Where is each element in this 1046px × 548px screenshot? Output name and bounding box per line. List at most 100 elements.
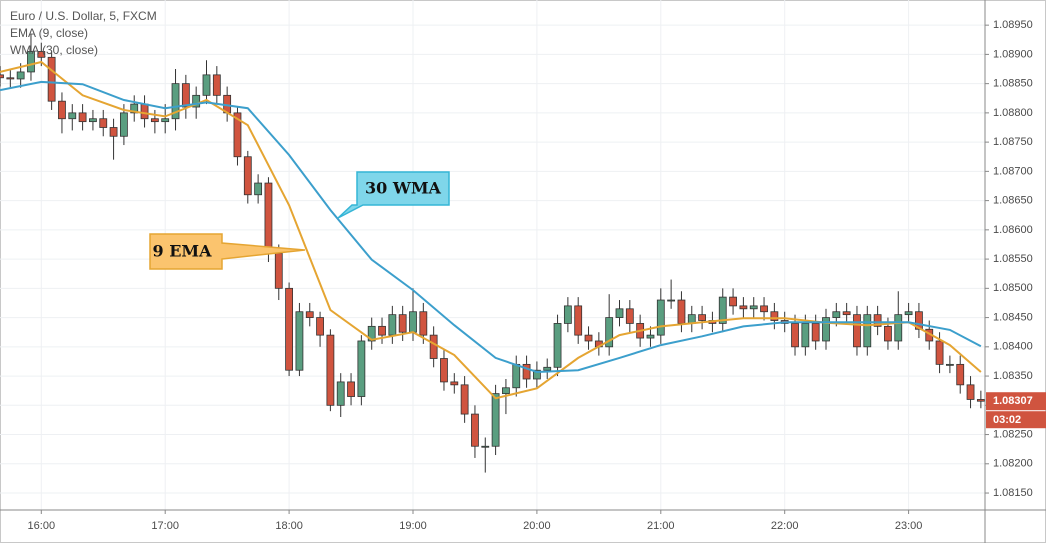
y-tick-label: 1.08200 xyxy=(993,458,1033,470)
candle-body xyxy=(171,83,180,120)
candle-body xyxy=(667,299,676,302)
y-tick-label: 1.08350 xyxy=(993,370,1033,382)
x-tick-label: 20:00 xyxy=(523,520,551,532)
candle-body xyxy=(140,103,149,120)
candle-body xyxy=(677,299,686,324)
candle-body xyxy=(336,381,345,406)
candle-body xyxy=(491,393,500,447)
y-tick-label: 1.08750 xyxy=(993,136,1033,148)
candle-body xyxy=(347,381,355,397)
x-tick-label: 21:00 xyxy=(647,520,675,532)
candle-body xyxy=(47,56,56,102)
candle-body xyxy=(109,127,118,137)
candle-body xyxy=(615,308,624,318)
candle-body xyxy=(326,334,335,406)
candle-body xyxy=(801,323,810,348)
candle-body xyxy=(409,311,417,333)
legend-title: Euro / U.S. Dollar, 5, FXCM xyxy=(10,9,157,23)
candle-body xyxy=(181,83,190,108)
candle-body xyxy=(305,311,314,318)
candle-body xyxy=(894,314,903,342)
candle-body xyxy=(915,311,923,330)
candle-body xyxy=(605,317,614,348)
wma-callout-text: 30 WMA xyxy=(365,179,442,198)
candle-body xyxy=(27,51,35,73)
candle-body xyxy=(904,311,913,316)
ema-callout xyxy=(149,233,306,270)
grid xyxy=(0,0,985,510)
y-tick-label: 1.08450 xyxy=(993,311,1033,323)
ema-callout-text: 9 EMA xyxy=(152,242,212,261)
candle-body xyxy=(212,74,221,96)
y-tick-label: 1.08550 xyxy=(993,253,1033,265)
candle-body xyxy=(99,118,108,128)
y-tick-label: 1.08600 xyxy=(993,224,1033,236)
candle-body xyxy=(243,156,252,196)
candle-body xyxy=(68,112,77,120)
x-tick-label: 23:00 xyxy=(895,520,923,532)
indicator-line xyxy=(0,80,982,374)
candle-body xyxy=(853,314,861,348)
candle-body xyxy=(625,308,634,324)
candle-body xyxy=(976,399,985,402)
candle-body xyxy=(202,74,211,96)
candle-body xyxy=(822,317,830,342)
x-tick-label: 16:00 xyxy=(28,520,56,532)
price-marker xyxy=(986,392,1046,411)
candle-body xyxy=(481,445,490,448)
x-tick-label: 17:00 xyxy=(151,520,179,532)
candle-body xyxy=(150,118,159,123)
candle-body xyxy=(563,305,572,324)
candle-body xyxy=(264,182,273,254)
candle-body xyxy=(233,112,242,158)
candle-body xyxy=(873,314,882,327)
y-tick-label: 1.08500 xyxy=(993,282,1033,294)
x-tick-label: 18:00 xyxy=(275,520,303,532)
y-tick-label: 1.08400 xyxy=(993,341,1033,353)
plot xyxy=(0,33,985,473)
candle-body xyxy=(832,311,841,318)
wma-callout xyxy=(337,171,450,219)
candle-body xyxy=(89,118,97,123)
candle-body xyxy=(357,340,366,397)
candle-body xyxy=(471,413,479,447)
candle-body xyxy=(274,252,283,289)
candle-body xyxy=(37,51,46,58)
candle-body xyxy=(161,118,170,123)
candle-body xyxy=(749,305,758,310)
candle-body xyxy=(58,100,66,120)
candle-body xyxy=(532,369,541,380)
candle-body xyxy=(729,296,737,307)
y-tick-label: 1.08150 xyxy=(993,487,1033,499)
candle-body xyxy=(760,305,768,313)
candle-body xyxy=(130,103,139,114)
candle-body xyxy=(460,384,469,415)
candle-body xyxy=(254,182,263,196)
candle-body xyxy=(419,311,428,336)
candle-body xyxy=(388,314,397,336)
candle-body xyxy=(584,334,593,342)
candle-body xyxy=(791,323,799,348)
candle-body xyxy=(367,325,376,342)
candle-body xyxy=(884,325,892,342)
candle-body xyxy=(119,112,128,137)
x-tick-label: 19:00 xyxy=(399,520,427,532)
countdown-box xyxy=(986,411,1046,429)
candle-body xyxy=(718,296,727,324)
candle-body xyxy=(78,112,87,123)
candle-body xyxy=(316,317,324,336)
candle-body xyxy=(450,381,459,386)
y-tick-label: 1.08850 xyxy=(993,78,1033,90)
candle-body xyxy=(842,311,851,316)
candle-body xyxy=(192,94,201,108)
candle-body xyxy=(574,305,583,336)
candle-body xyxy=(863,314,872,348)
x-tick-label: 22:00 xyxy=(771,520,799,532)
legend-entry: EMA (9, close) xyxy=(10,26,88,40)
price-label: 1.08307 xyxy=(993,395,1033,407)
countdown-label: 03:02 xyxy=(993,414,1021,426)
candle-body xyxy=(378,325,386,336)
candle-body xyxy=(295,311,304,371)
